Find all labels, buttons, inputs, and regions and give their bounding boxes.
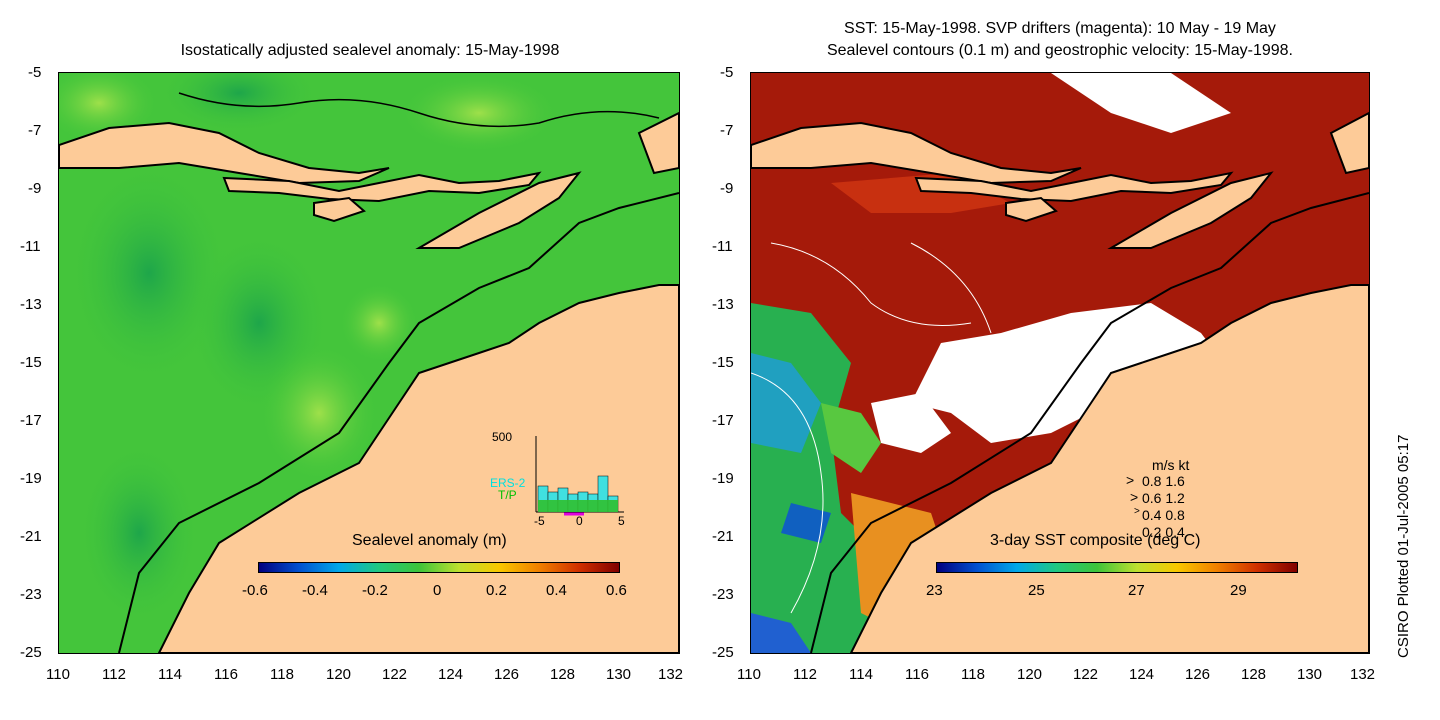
colorbar-tick: 25 <box>1028 582 1045 599</box>
x-tick: 132 <box>1350 666 1376 683</box>
y-tick: -25 <box>712 644 734 661</box>
x-tick: 118 <box>961 666 985 683</box>
histogram-series-tp: T/P <box>498 488 517 502</box>
y-tick: -23 <box>712 586 734 603</box>
y-tick: -25 <box>20 644 42 661</box>
y-tick: -15 <box>712 354 734 371</box>
colorbar-tick: 0.2 <box>486 582 507 599</box>
x-tick: 114 <box>849 666 873 683</box>
y-tick: -13 <box>20 296 42 313</box>
x-tick: 114 <box>158 666 182 683</box>
colorbar-tick: 0 <box>433 582 442 599</box>
x-tick: 122 <box>1073 666 1099 683</box>
right-map-title-line1: SST: 15-May-1998. SVP drifters (magenta)… <box>844 20 1276 37</box>
y-tick: -7 <box>720 122 734 139</box>
x-tick: 128 <box>550 666 576 683</box>
x-tick: 110 <box>46 666 70 683</box>
sst-colorbar <box>936 562 1298 573</box>
velocity-legend-arrow-icon: > <box>1134 506 1140 517</box>
sst-map <box>750 72 1370 654</box>
velocity-legend-row: 0.2 0.4 <box>1142 524 1185 540</box>
y-tick: -7 <box>28 122 42 139</box>
x-tick: 118 <box>270 666 294 683</box>
colorbar-tick: 29 <box>1230 582 1247 599</box>
colorbar-tick: -0.6 <box>242 582 268 599</box>
x-tick: 116 <box>214 666 238 683</box>
velocity-legend-arrow-icon: > <box>1126 472 1135 488</box>
right-map-title-line2: Sealevel contours (0.1 m) and geostrophi… <box>826 42 1293 59</box>
y-tick: -17 <box>712 412 734 429</box>
velocity-legend-row: 0.4 0.8 <box>1142 507 1185 523</box>
y-tick: -9 <box>720 180 734 197</box>
x-tick: 130 <box>606 666 632 683</box>
x-tick: 128 <box>1241 666 1267 683</box>
y-tick: -19 <box>712 470 734 487</box>
y-tick: -23 <box>20 586 42 603</box>
x-tick: 120 <box>1017 666 1043 683</box>
y-tick: -11 <box>712 238 733 255</box>
x-tick: 116 <box>905 666 929 683</box>
y-tick: -5 <box>28 64 42 81</box>
x-tick: 110 <box>737 666 761 683</box>
colorbar-tick: 0.4 <box>546 582 567 599</box>
track-histogram: 500 ERS-2 T/P -5 0 5 <box>490 428 630 528</box>
y-tick: -13 <box>712 296 734 313</box>
colorbar-tick: 27 <box>1128 582 1145 599</box>
histogram-xtick: 0 <box>576 514 583 528</box>
y-tick: -11 <box>20 238 41 255</box>
y-tick: -15 <box>20 354 42 371</box>
colorbar-tick: 0.6 <box>606 582 627 599</box>
histogram-xtick: -5 <box>534 514 545 528</box>
x-tick: 112 <box>102 666 126 683</box>
y-tick: -9 <box>28 180 42 197</box>
y-tick: -17 <box>20 412 42 429</box>
colorbar-tick: 23 <box>926 582 943 599</box>
left-map-title: Isostatically adjusted sealevel anomaly:… <box>180 42 560 59</box>
left-colorbar-label: Sealevel anomaly (m) <box>352 532 507 549</box>
right-colorbar-label: 3-day SST composite (deg C) <box>990 532 1201 549</box>
x-tick: 126 <box>494 666 520 683</box>
x-tick: 112 <box>793 666 817 683</box>
x-tick: 126 <box>1185 666 1211 683</box>
x-tick: 132 <box>658 666 684 683</box>
x-tick: 120 <box>326 666 352 683</box>
x-tick: 124 <box>1129 666 1155 683</box>
colorbar-tick: -0.2 <box>362 582 388 599</box>
plot-credit-label: CSIRO Plotted 01-Jul-2005 05:17 <box>1395 434 1412 658</box>
x-tick: 130 <box>1297 666 1323 683</box>
velocity-legend-arrow-icon: > <box>1130 489 1139 505</box>
y-tick: -21 <box>712 528 734 545</box>
y-tick: -21 <box>20 528 42 545</box>
velocity-legend-header: m/s kt <box>1152 457 1190 473</box>
histogram-xtick: 5 <box>618 514 625 528</box>
colorbar-tick: -0.4 <box>302 582 328 599</box>
velocity-legend-row: 0.6 1.2 <box>1142 490 1185 506</box>
sealevel-colorbar <box>258 562 620 573</box>
histogram-ymax: 500 <box>492 430 513 444</box>
histogram-series-ers2: ERS-2 <box>490 476 526 490</box>
velocity-legend-row: 0.8 1.6 <box>1142 473 1185 489</box>
x-tick: 122 <box>382 666 408 683</box>
y-tick: -5 <box>720 64 734 81</box>
x-tick: 124 <box>438 666 464 683</box>
y-tick: -19 <box>20 470 42 487</box>
